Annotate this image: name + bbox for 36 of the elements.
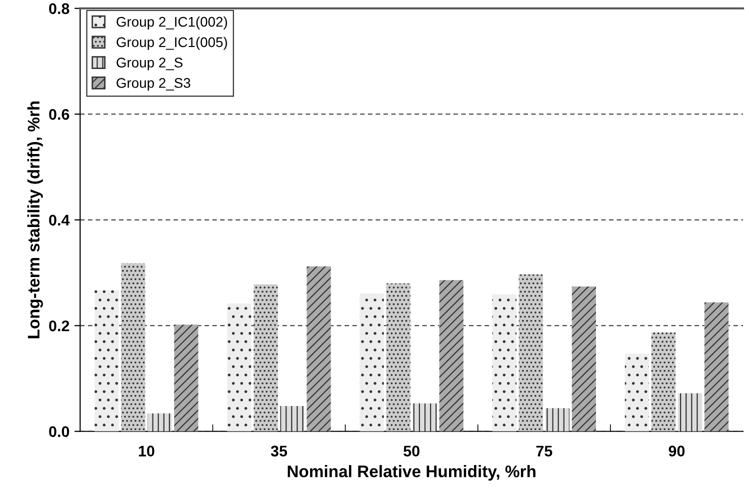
bar [704, 302, 729, 432]
legend-label: Group 2_IC1(005) [116, 36, 228, 50]
x-tick-label: 10 [138, 446, 154, 456]
legend-label: Group 2_S [116, 58, 182, 70]
legend-label: Group 2_IC1(002) [116, 16, 228, 30]
bar [254, 284, 278, 432]
bar [148, 413, 172, 432]
bar [545, 408, 570, 432]
x-tick-label: 75 [536, 446, 552, 456]
bar [174, 324, 198, 432]
bar [121, 263, 146, 432]
y-tick-label: 0.2 [49, 320, 70, 332]
bar [412, 403, 437, 432]
y-tick-label: 0.6 [49, 108, 70, 120]
bar [651, 332, 676, 432]
bar [386, 283, 410, 432]
bar [94, 290, 119, 432]
bar [678, 393, 702, 432]
bar [624, 354, 649, 432]
y-tick-label: 0.0 [49, 426, 70, 438]
legend-label: Group 2_S3 [116, 78, 190, 91]
y-tick-label: 0.8 [49, 3, 70, 14]
bar [492, 294, 516, 432]
bar [227, 303, 252, 432]
bar [439, 280, 464, 432]
x-tick-label: 50 [404, 446, 420, 456]
bar [360, 293, 384, 432]
y-axis-title: Long-term stability (drift), %rh [27, 101, 43, 338]
y-tick-label: 0.4 [49, 214, 70, 226]
bar [280, 406, 304, 432]
bar [518, 274, 543, 432]
bar [572, 286, 596, 432]
x-tick-label: 90 [668, 446, 685, 456]
x-tick-label: 35 [270, 446, 288, 457]
bar [306, 266, 331, 432]
x-axis-title: Nominal Relative Humidity, %rh [288, 465, 536, 481]
